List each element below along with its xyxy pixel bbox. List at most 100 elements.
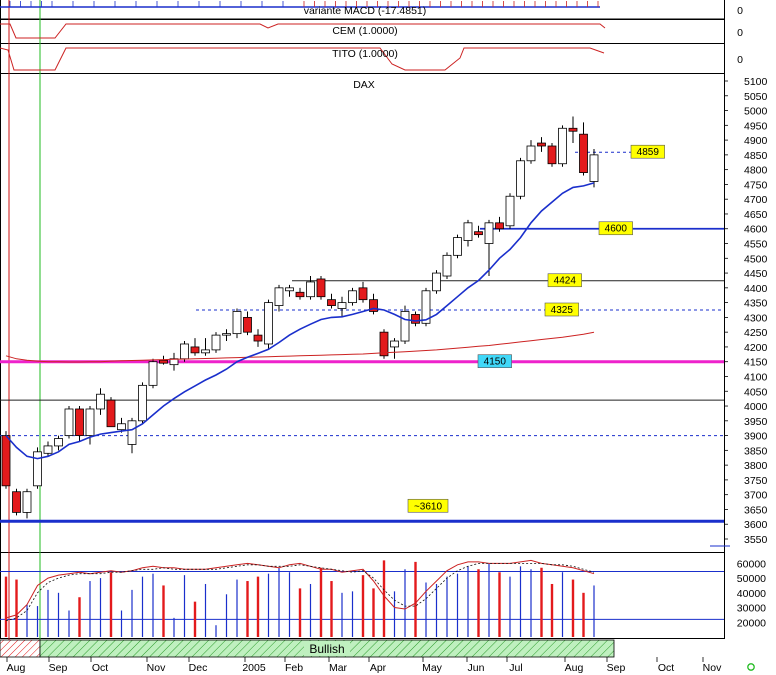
price-tick-label: 4950 bbox=[744, 120, 768, 132]
candle-bearish bbox=[411, 314, 420, 324]
candle-bearish bbox=[547, 145, 557, 165]
price-tick-label: 4600 bbox=[744, 224, 768, 236]
price-tick-label: 3550 bbox=[744, 534, 768, 546]
candle-bearish bbox=[75, 408, 84, 436]
level-label: 4150 bbox=[484, 357, 507, 368]
candle-bullish bbox=[33, 451, 42, 487]
level-label: 4325 bbox=[551, 305, 574, 316]
price-tick-label: 4250 bbox=[744, 327, 768, 339]
price-tick-label: 4650 bbox=[744, 209, 768, 221]
level-label-box bbox=[544, 302, 579, 317]
tito-zero-label: 0 bbox=[737, 54, 743, 66]
bullish-label-bg bbox=[304, 641, 350, 656]
month-label: Feb bbox=[285, 662, 303, 674]
candle-bullish bbox=[117, 423, 126, 431]
price-tick-label: 4800 bbox=[744, 165, 768, 177]
month-label: Aug bbox=[7, 662, 26, 674]
candle-bullish bbox=[442, 254, 452, 277]
candle-bullish bbox=[484, 222, 494, 244]
volume-tick-label: 60000 bbox=[737, 558, 766, 570]
moving-average-layer bbox=[5, 182, 595, 460]
status-dot-icon bbox=[747, 663, 755, 671]
candle-bearish bbox=[537, 142, 546, 147]
candle-bullish bbox=[169, 358, 179, 366]
candle-bullish bbox=[390, 340, 399, 348]
candle-bullish bbox=[180, 343, 189, 360]
price-tick-label: 4500 bbox=[744, 253, 768, 265]
candle-bearish bbox=[358, 287, 368, 301]
month-label: Sep bbox=[49, 662, 68, 674]
volume-signal-line bbox=[5, 563, 595, 622]
price-tick-label: 4400 bbox=[744, 283, 768, 295]
month-label: 2005 bbox=[242, 662, 266, 674]
price-tick-label: 4100 bbox=[744, 371, 768, 383]
candle-bearish bbox=[159, 359, 168, 364]
candle-bearish bbox=[1, 435, 11, 487]
candle-bullish bbox=[201, 349, 210, 354]
candle-bullish bbox=[96, 393, 105, 410]
month-label: Dec bbox=[189, 662, 208, 674]
candle-bearish bbox=[295, 291, 305, 298]
candle-bearish bbox=[12, 491, 21, 513]
level-label-box bbox=[547, 273, 582, 288]
candle-bullish bbox=[558, 127, 567, 165]
candle-bearish bbox=[369, 299, 378, 312]
price-tick-label: 4900 bbox=[744, 135, 768, 147]
candle-bearish bbox=[243, 316, 252, 333]
chart-title: DAX bbox=[353, 79, 375, 91]
status-band: Bullish bbox=[0, 639, 615, 658]
month-label: Jun bbox=[468, 662, 485, 674]
candle-bullish bbox=[127, 420, 137, 445]
month-label: May bbox=[422, 662, 443, 674]
candle-bullish bbox=[400, 311, 410, 342]
price-tick-label: 3950 bbox=[744, 416, 768, 428]
level-label-box bbox=[598, 221, 633, 236]
month-label: Oct bbox=[658, 662, 674, 674]
bearish-band-segment bbox=[0, 639, 41, 658]
macd-panel-title: variante MACD (-17.4851) bbox=[304, 5, 427, 17]
price-tick-label: 4050 bbox=[744, 386, 768, 398]
price-tick-label: 4550 bbox=[744, 239, 768, 251]
volume-tick-label: 30000 bbox=[737, 603, 766, 615]
candle-bullish bbox=[348, 290, 357, 304]
level-label: ~3610 bbox=[414, 501, 443, 512]
price-tick-label: 3600 bbox=[744, 519, 768, 531]
price-tick-label: 3650 bbox=[744, 504, 768, 516]
candle-bullish bbox=[463, 222, 473, 241]
candle-bullish bbox=[54, 438, 63, 447]
price-tick-label: 4700 bbox=[744, 194, 768, 206]
chart-frames bbox=[0, 0, 725, 639]
macd-zero-label: 0 bbox=[737, 5, 743, 17]
month-label: Aug bbox=[565, 662, 584, 674]
price-tick-label: 4750 bbox=[744, 179, 768, 191]
volume-tick-label: 20000 bbox=[737, 617, 766, 629]
short-moving-average-line bbox=[5, 182, 595, 460]
price-tick-label: 5050 bbox=[744, 91, 768, 103]
volume-layer: 60000 50000 40000 30000 20000 bbox=[0, 545, 766, 637]
month-label: Jul bbox=[509, 662, 522, 674]
levels-layer bbox=[0, 151, 724, 523]
volume-tick-label: 50000 bbox=[737, 573, 766, 585]
candle-bullish bbox=[222, 333, 231, 336]
candle-bullish bbox=[285, 287, 294, 292]
volume-tick-label: 40000 bbox=[737, 588, 766, 600]
price-tick-label: 3850 bbox=[744, 445, 768, 457]
candle-bullish bbox=[211, 334, 221, 351]
price-tick-label: 4150 bbox=[744, 357, 768, 369]
price-tick-label: 3900 bbox=[744, 431, 768, 443]
level-label: 4424 bbox=[554, 276, 577, 287]
candle-bullish bbox=[232, 311, 242, 335]
candle-bullish bbox=[453, 237, 462, 256]
price-tick-label: 3750 bbox=[744, 475, 768, 487]
level-label-box bbox=[477, 354, 512, 369]
price-tick-label: 3800 bbox=[744, 460, 768, 472]
level-label-box bbox=[630, 144, 665, 159]
price-tick-label: 3700 bbox=[744, 490, 768, 502]
cem-zero-label: 0 bbox=[737, 27, 743, 39]
cem-panel-title: CEM (1.0000) bbox=[332, 25, 397, 37]
candle-bearish bbox=[495, 222, 504, 230]
candle-bullish bbox=[526, 145, 536, 162]
volume-panel-frame bbox=[0, 552, 725, 639]
candle-bearish bbox=[190, 346, 200, 354]
tito-signal-line bbox=[0, 47, 605, 71]
